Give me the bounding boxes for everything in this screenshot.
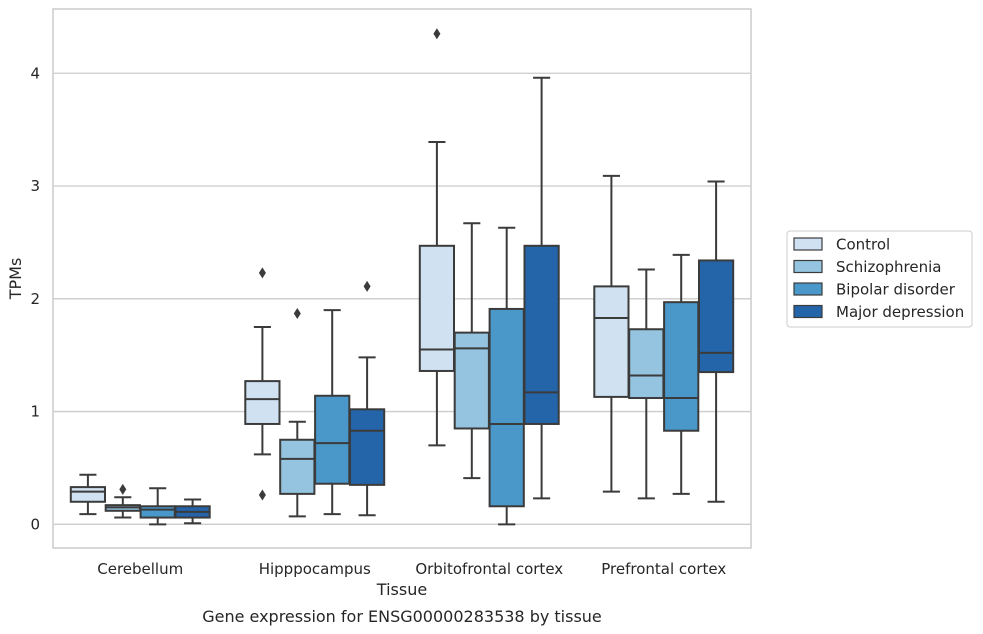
legend-swatch xyxy=(793,259,823,274)
legend-frame xyxy=(786,230,973,328)
box-schizophrenia xyxy=(628,268,665,500)
outlier-point xyxy=(119,483,127,495)
y-axis-title: TPMs xyxy=(6,258,25,301)
plot-frame xyxy=(52,8,752,549)
box-body xyxy=(523,244,560,425)
box-body xyxy=(348,408,386,486)
box-bipolar-disorder xyxy=(139,487,176,526)
outlier-point xyxy=(293,307,301,319)
box-body xyxy=(628,328,665,400)
y-tick-label: 3 xyxy=(30,177,40,195)
x-tick-label: Cerebellum xyxy=(97,560,183,578)
legend: Control Schizophrenia Bipolar disorder Majo… xyxy=(786,230,973,328)
box-body xyxy=(244,380,281,425)
y-tick-label: 1 xyxy=(30,403,40,421)
box-body xyxy=(593,285,630,398)
outlier-point xyxy=(363,280,371,292)
box-control xyxy=(418,28,456,447)
plot-layer xyxy=(69,28,735,526)
x-axis-title: Tissue xyxy=(376,580,427,599)
box-body xyxy=(453,331,490,430)
box-major-depression xyxy=(174,498,211,525)
legend-label: Schizophrenia xyxy=(836,258,941,276)
box-body xyxy=(139,505,176,519)
legend-label: Bipolar disorder xyxy=(836,281,956,299)
box-body xyxy=(697,259,735,374)
box-bipolar-disorder xyxy=(488,226,525,526)
box-body xyxy=(663,301,700,432)
x-tick-label: Prefrontal cortex xyxy=(601,560,726,578)
legend-label: Control xyxy=(836,236,890,254)
legend-label: Major depression xyxy=(836,303,964,321)
box-body xyxy=(488,307,525,508)
box-control xyxy=(593,174,630,493)
legend-swatch xyxy=(793,282,823,296)
box-body xyxy=(69,486,107,503)
box-major-depression xyxy=(523,76,560,500)
outlier-point xyxy=(258,267,266,279)
y-tick-label: 2 xyxy=(30,290,40,308)
chart-caption: Gene expression for ENSG00000283538 by t… xyxy=(202,607,602,626)
y-tick-label: 0 xyxy=(30,515,40,533)
box-body xyxy=(279,438,316,495)
outlier-point xyxy=(433,28,441,40)
box-schizophrenia xyxy=(453,222,490,480)
x-tick-label: Orbitofrontal cortex xyxy=(415,560,563,578)
box-body xyxy=(314,394,351,485)
box-schizophrenia xyxy=(104,483,141,519)
box-body xyxy=(418,244,456,372)
y-tick-labels: 0 1 2 3 4 xyxy=(30,64,40,533)
box-major-depression xyxy=(697,180,735,503)
box-control xyxy=(244,267,281,501)
y-tick-label: 4 xyxy=(30,64,40,82)
box-major-depression xyxy=(348,280,386,517)
outlier-point xyxy=(258,489,266,501)
legend-swatch xyxy=(793,304,823,319)
grid-layer xyxy=(53,72,751,525)
x-tick-labels: Cerebellum Hipppocampus Orbitofrontal cort… xyxy=(97,560,726,578)
x-tick-label: Hipppocampus xyxy=(259,560,371,578)
box-control xyxy=(69,473,107,516)
legend-swatch xyxy=(793,237,823,251)
